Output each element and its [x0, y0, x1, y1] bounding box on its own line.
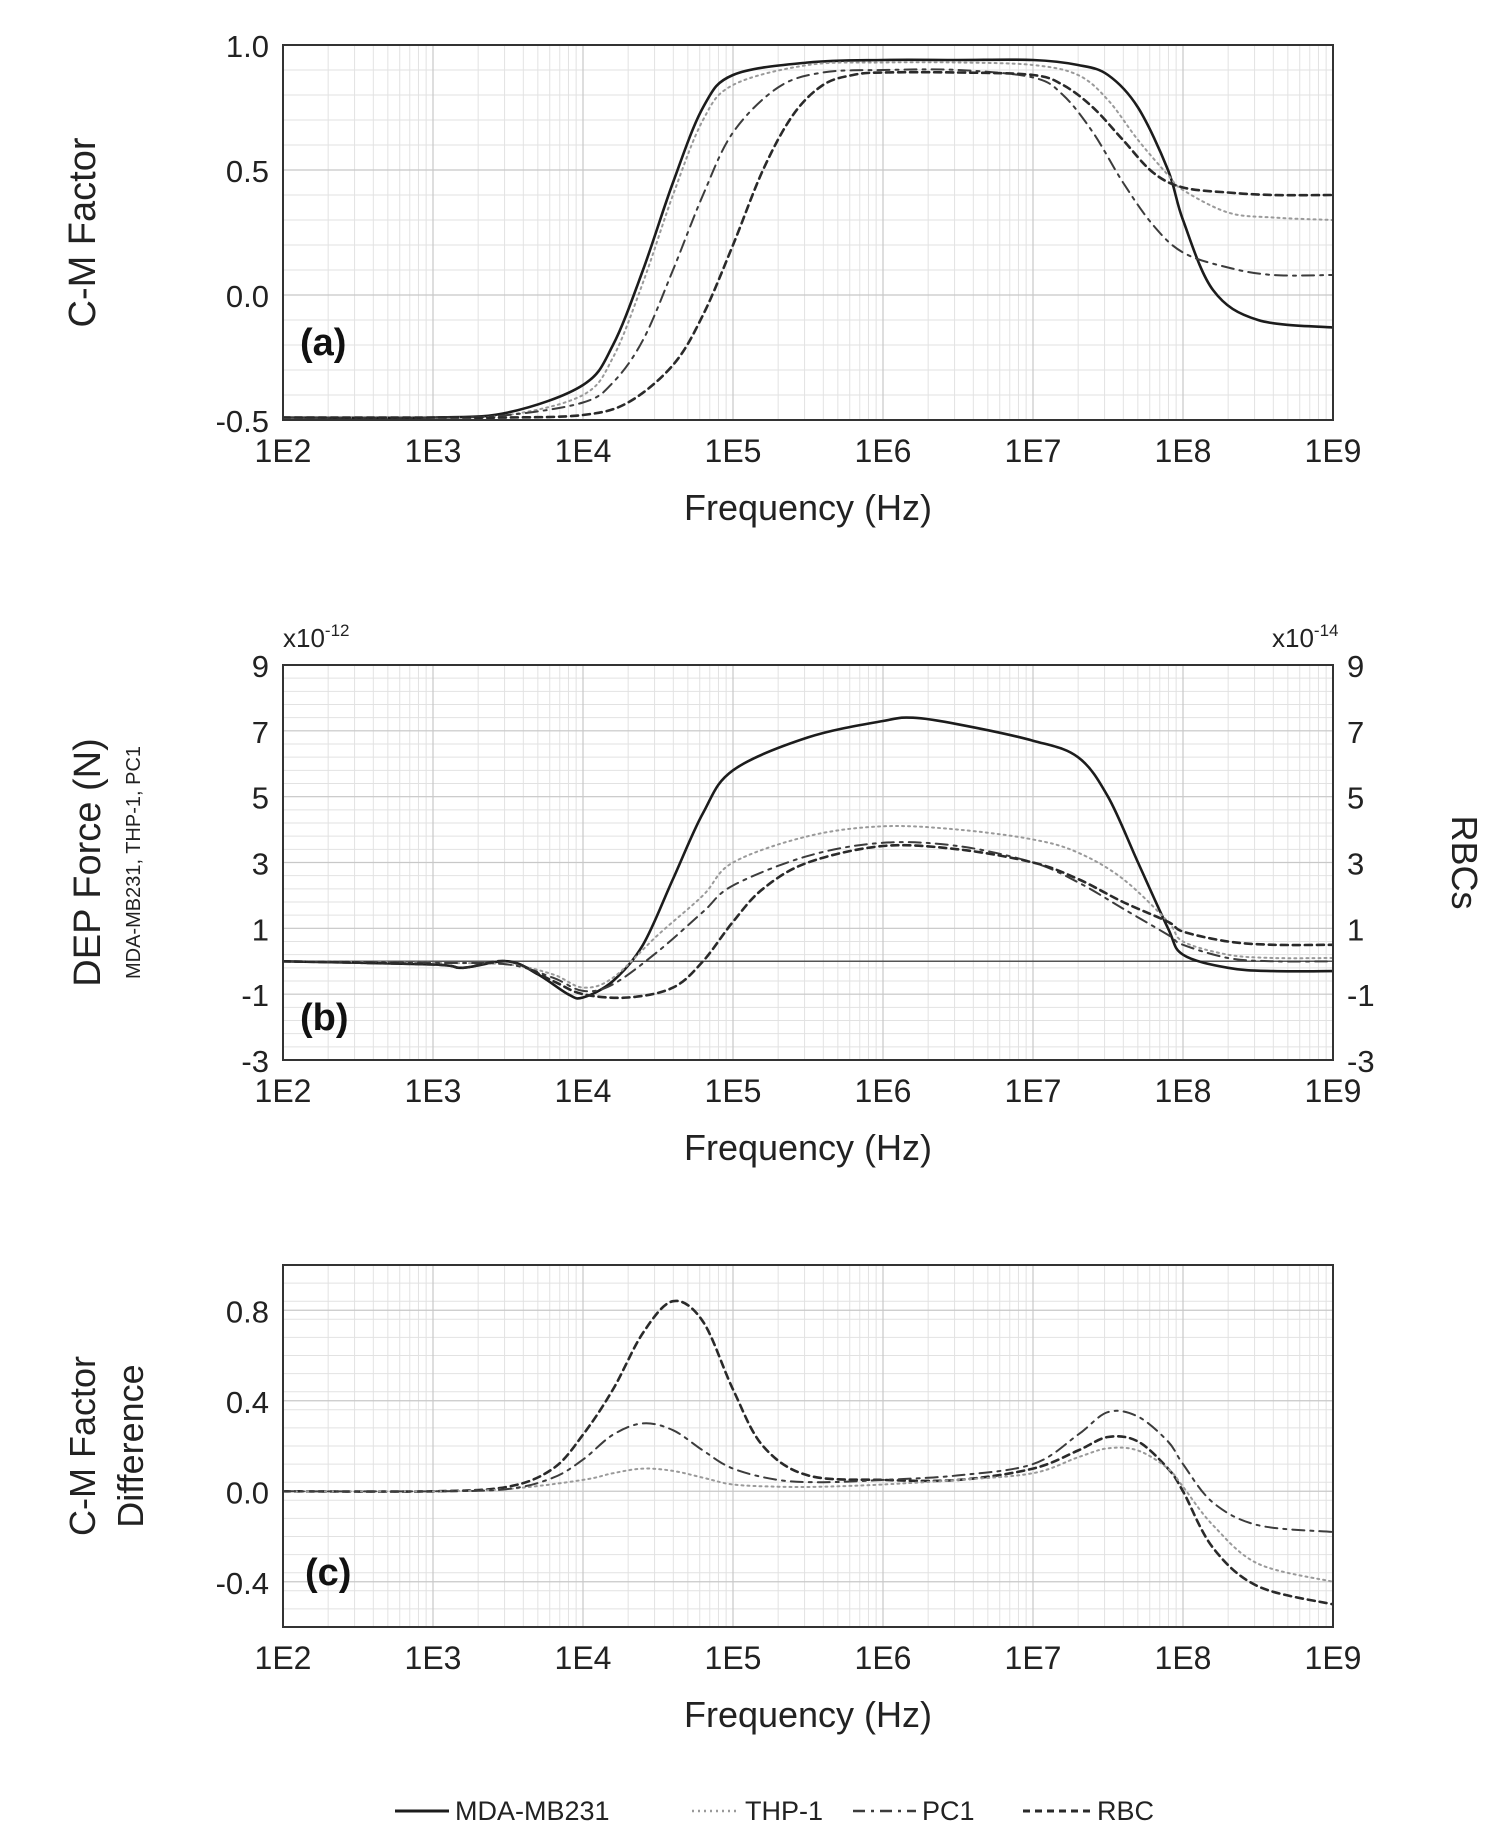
- x-tick-label: 1E4: [555, 1073, 612, 1109]
- y-tick-label: -1: [241, 978, 269, 1013]
- x-tick-label: 1E2: [255, 1073, 312, 1109]
- x-tick-label: 1E9: [1305, 1640, 1362, 1676]
- panel-label: (b): [300, 997, 349, 1039]
- y2-tick-label: 5: [1347, 781, 1364, 816]
- y2-tick-label: -3: [1347, 1044, 1375, 1079]
- x-tick-label: 1E9: [1305, 433, 1362, 469]
- y-axis-multiplier: x10-12: [283, 621, 350, 653]
- y-axis-label-line-2: Difference: [110, 1364, 151, 1527]
- y-tick-label: 0.4: [226, 1385, 269, 1420]
- panel-label: (a): [300, 322, 346, 364]
- y-tick-label: -3: [241, 1044, 269, 1079]
- panel-label: (c): [305, 1552, 351, 1594]
- x-axis-label: Frequency (Hz): [684, 1127, 932, 1168]
- legend-label: PC1: [922, 1796, 975, 1826]
- chart-panel-a: -0.5 0.0 0.5 1.0 1E2 1E3 1E4 1E5 1E6 1E7 1E8 1E9 Fre…: [62, 29, 1361, 528]
- legend: MDA-MB231 THP-1 PC1 RBC: [395, 1796, 1154, 1826]
- y-axis-label: C-M Factor: [62, 137, 104, 327]
- legend-item-pc1: PC1: [853, 1796, 975, 1826]
- y-tick-label: 1.0: [226, 29, 269, 64]
- legend-item-thp-1: THP-1: [692, 1796, 823, 1826]
- series-line-pc1: [283, 841, 1333, 993]
- y2-axis-multiplier-exponent: -14: [1314, 621, 1339, 640]
- y-axis-sublabel: MDA-MB231, THP-1, PC1: [123, 746, 145, 979]
- y-tick-label: 0.0: [226, 279, 269, 314]
- y2-axis-label: RBCs: [1444, 815, 1485, 909]
- y-tick-label: 0.0: [226, 1475, 269, 1510]
- y2-tick-label: 1: [1347, 912, 1364, 947]
- y-tick-label: 0.8: [226, 1294, 269, 1329]
- series-line-mda-mb231: [283, 1299, 1333, 1606]
- y2-tick-label: 9: [1347, 649, 1364, 684]
- series-line-rbc: [283, 843, 1333, 1000]
- series-line-rbc: [283, 70, 1333, 419]
- y2-tick-label: -1: [1347, 978, 1375, 1013]
- series-group: [283, 58, 1333, 420]
- series-line-thp-1: [283, 61, 1333, 419]
- chart-panel-b: -3 -3 -1 -1 1 1 3 3 5 5 7 7 9 9 1E2 1E3 1E4 1E5 1E6 1E7 1E8 1…: [67, 621, 1485, 1168]
- y-tick-label: 5: [252, 781, 269, 816]
- series-line-thp-1: [283, 825, 1333, 989]
- series-group: [283, 716, 1333, 1000]
- x-tick-label: 1E7: [1005, 433, 1062, 469]
- x-tick-label: 1E6: [855, 433, 912, 469]
- legend-label: MDA-MB231: [455, 1796, 610, 1826]
- y2-tick-label: 7: [1347, 715, 1364, 750]
- x-tick-label: 1E5: [705, 433, 762, 469]
- legend-item-mda-mb231: MDA-MB231: [395, 1796, 610, 1826]
- y-tick-label: 3: [252, 847, 269, 882]
- x-tick-label: 1E8: [1155, 1640, 1212, 1676]
- y-tick-label: 1: [252, 912, 269, 947]
- chart-panel-c: -0.4 0.0 0.4 0.8 1E2 1E3 1E4 1E5 1E6 1E7 1E8 1E9 Fre…: [62, 1264, 1362, 1735]
- x-axis-label: Frequency (Hz): [684, 487, 932, 528]
- x-tick-label: 1E8: [1155, 1073, 1212, 1109]
- plot-frame: [282, 44, 1334, 421]
- y-tick-label: 7: [252, 715, 269, 750]
- plot-frame: [282, 1264, 1334, 1628]
- y-axis-multiplier-exponent: -12: [325, 621, 350, 640]
- plot-frame: [282, 664, 1334, 1061]
- x-tick-label: 1E5: [705, 1640, 762, 1676]
- x-tick-label: 1E9: [1305, 1073, 1362, 1109]
- legend-label: THP-1: [745, 1796, 823, 1826]
- x-tick-label: 1E3: [405, 433, 462, 469]
- series-line-mda-mb231: [283, 716, 1333, 1000]
- series-line-pc1: [283, 68, 1333, 419]
- x-tick-label: 1E3: [405, 1640, 462, 1676]
- y-axis-label: DEP Force (N): [67, 738, 109, 986]
- y-tick-label: 9: [252, 649, 269, 684]
- x-tick-label: 1E2: [255, 433, 312, 469]
- y2-tick-label: 3: [1347, 847, 1364, 882]
- x-tick-label: 1E7: [1005, 1640, 1062, 1676]
- x-tick-label: 1E6: [855, 1640, 912, 1676]
- x-tick-label: 1E6: [855, 1073, 912, 1109]
- x-tick-label: 1E2: [255, 1640, 312, 1676]
- legend-label: RBC: [1097, 1796, 1154, 1826]
- series-line-thp-1: [283, 1446, 1333, 1583]
- y-axis-label: C-M Factor: [62, 1356, 103, 1536]
- x-tick-label: 1E4: [555, 1640, 612, 1676]
- series-line-pc1: [283, 1409, 1333, 1533]
- legend-item-rbc: RBC: [1023, 1796, 1154, 1826]
- x-tick-label: 1E7: [1005, 1073, 1062, 1109]
- y-tick-label: 0.5: [226, 154, 269, 189]
- y-tick-label: -0.4: [216, 1566, 269, 1601]
- x-axis-label: Frequency (Hz): [684, 1694, 932, 1735]
- x-tick-label: 1E8: [1155, 433, 1212, 469]
- x-tick-label: 1E5: [705, 1073, 762, 1109]
- series-line-mda-mb231: [283, 58, 1333, 420]
- x-tick-label: 1E3: [405, 1073, 462, 1109]
- series-group: [283, 1299, 1333, 1606]
- x-tick-label: 1E4: [555, 433, 612, 469]
- y-tick-label: -0.5: [216, 404, 269, 439]
- y2-axis-multiplier: x10-14: [1272, 621, 1339, 653]
